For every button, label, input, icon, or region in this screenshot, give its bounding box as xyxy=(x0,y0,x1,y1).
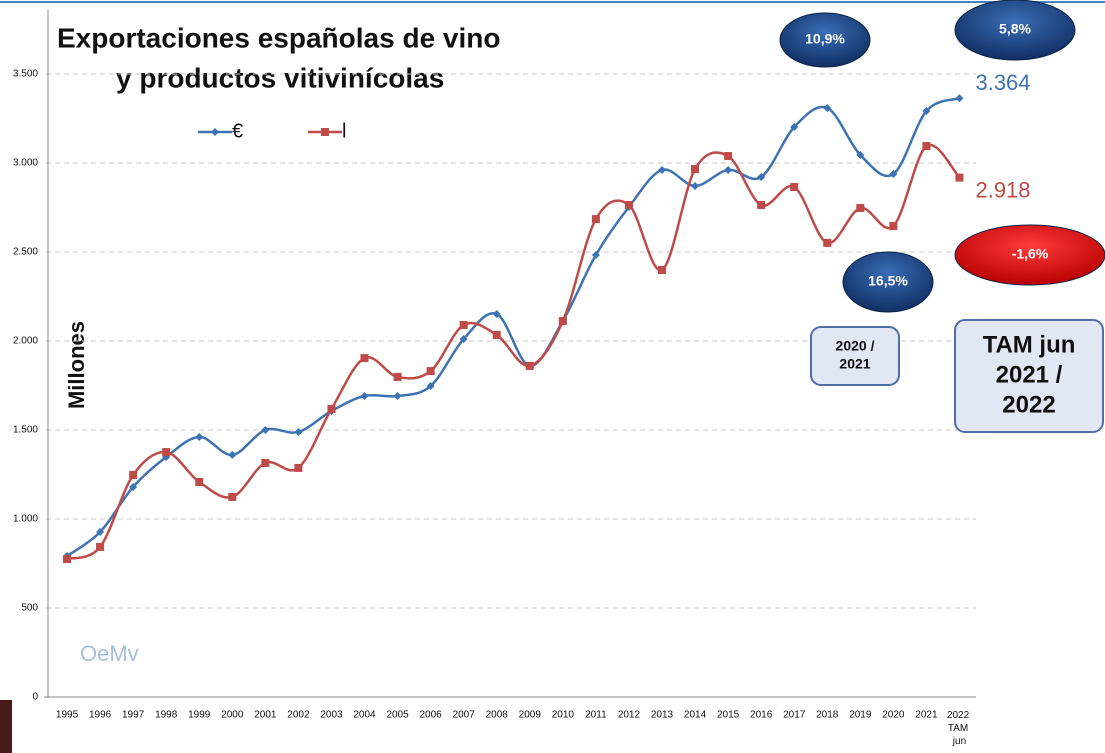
legend-label: l xyxy=(342,120,346,142)
marker xyxy=(427,367,435,375)
marker xyxy=(691,182,699,190)
x-tick-label: 2013 xyxy=(651,710,674,721)
y-axis-label: Millones xyxy=(64,321,89,409)
x-tick-label: 2019 xyxy=(849,710,872,721)
y-tick-label: 3.000 xyxy=(13,158,38,169)
page: Exportaciones españolas de vino y produc… xyxy=(0,0,1105,753)
x-tick-label: 2003 xyxy=(320,710,343,721)
marker xyxy=(559,317,567,325)
marker xyxy=(195,433,203,441)
chart-title: y productos vitivinícolas xyxy=(116,62,444,93)
x-tick-label: 2002 xyxy=(287,710,310,721)
x-tick-label: 2008 xyxy=(486,710,509,721)
y-tick-label: 2.000 xyxy=(13,336,38,347)
y-tick-label: 2.500 xyxy=(13,247,38,258)
x-tick-label: 2006 xyxy=(419,710,442,721)
data-label: 2.918 xyxy=(975,177,1030,202)
marker xyxy=(460,321,468,329)
marker xyxy=(394,373,402,381)
marker xyxy=(228,451,236,459)
y-tick-label: 0 xyxy=(32,692,38,703)
chart-title: Exportaciones españolas de vino xyxy=(57,22,500,53)
x-tick-label: 2016 xyxy=(750,710,773,721)
corner-image xyxy=(0,700,12,753)
marker xyxy=(327,405,335,413)
y-tick-label: 500 xyxy=(21,603,38,614)
x-tick-label: 2020 xyxy=(882,710,905,721)
x-tick-label: 2009 xyxy=(519,710,542,721)
marker xyxy=(394,392,402,400)
marker xyxy=(757,201,765,209)
x-tick-label: 2017 xyxy=(783,710,806,721)
x-tick-label: 2015 xyxy=(717,710,740,721)
box-label: 2021 / xyxy=(996,361,1063,388)
x-tick-label: 1997 xyxy=(122,710,145,721)
bubble-label: 5,8% xyxy=(999,21,1031,37)
marker xyxy=(889,222,897,230)
x-tick-label: 2011 xyxy=(585,710,607,721)
x-tick-label: 2010 xyxy=(552,710,575,721)
x-tick-label: 2021 xyxy=(915,710,938,721)
x-tick-label: 2012 xyxy=(618,710,641,721)
x-tick-label: 1995 xyxy=(56,710,79,721)
marker xyxy=(493,331,501,339)
legend-marker xyxy=(211,128,219,136)
bubble-label: 16,5% xyxy=(868,273,908,289)
marker xyxy=(361,392,369,400)
x-tick-label: 1999 xyxy=(188,710,211,721)
x-tick-label: 1998 xyxy=(155,710,178,721)
legend-label: € xyxy=(232,120,243,142)
marker xyxy=(294,428,302,436)
x-tick-label: 2007 xyxy=(453,710,476,721)
x-tick-label: 2000 xyxy=(221,710,244,721)
marker xyxy=(658,266,666,274)
y-tick-label: 3.500 xyxy=(13,69,38,80)
marker xyxy=(625,201,633,209)
x-tick-label: 2005 xyxy=(386,710,409,721)
y-tick-label: 1.500 xyxy=(13,425,38,436)
marker xyxy=(162,448,170,456)
bubble-label: -1,6% xyxy=(1012,246,1049,262)
marker xyxy=(691,165,699,173)
marker xyxy=(856,204,864,212)
marker xyxy=(724,152,732,160)
marker xyxy=(294,464,302,472)
watermark: OeMv xyxy=(80,641,139,666)
bubble-label: 10,9% xyxy=(805,31,845,47)
chart: Exportaciones españolas de vino y produc… xyxy=(0,0,1105,753)
x-tick-label: 2014 xyxy=(684,710,707,721)
marker xyxy=(228,493,236,501)
marker xyxy=(361,354,369,362)
x-tick-label: 2001 xyxy=(254,710,277,721)
y-tick-label: 1.000 xyxy=(13,514,38,525)
marker xyxy=(955,174,963,182)
marker xyxy=(96,543,104,551)
marker xyxy=(592,215,600,223)
marker xyxy=(955,94,963,102)
box-label: TAM jun xyxy=(983,331,1076,358)
marker xyxy=(658,166,666,174)
marker xyxy=(63,555,71,563)
marker xyxy=(195,478,203,486)
marker xyxy=(922,142,930,150)
box-label: 2021 xyxy=(839,356,870,372)
marker xyxy=(526,362,534,370)
legend-marker xyxy=(321,128,329,136)
x-tick-label: 2018 xyxy=(816,710,839,721)
x-tick-label: 2022 TAM jun xyxy=(947,710,972,747)
marker xyxy=(724,166,732,174)
x-tick-label: 1996 xyxy=(89,710,112,721)
data-label: 3.364 xyxy=(975,70,1030,95)
box-label: 2022 xyxy=(1002,391,1055,418)
box-label: 2020 / xyxy=(836,338,875,354)
marker xyxy=(790,183,798,191)
marker xyxy=(129,471,137,479)
marker xyxy=(261,459,269,467)
marker xyxy=(823,239,831,247)
x-tick-label: 2004 xyxy=(353,710,376,721)
